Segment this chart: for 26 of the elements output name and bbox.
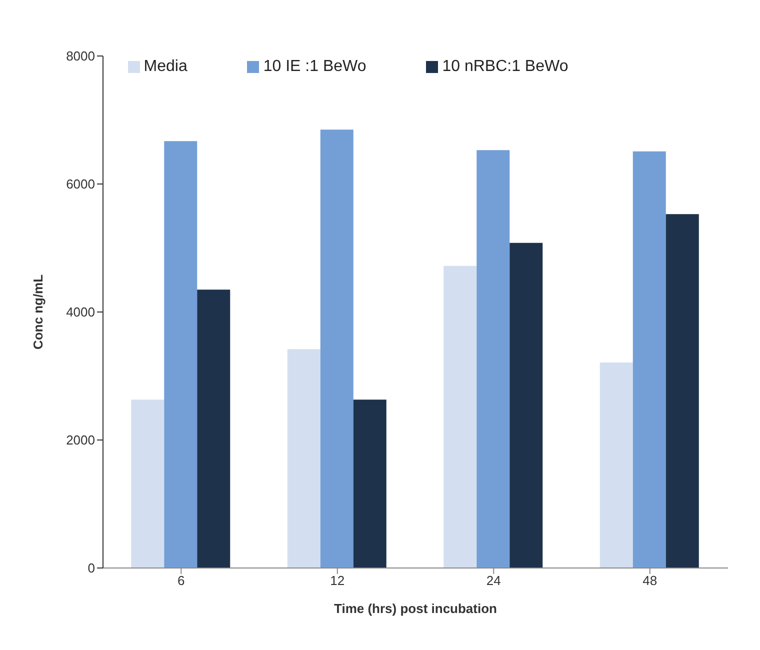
bar (164, 141, 198, 568)
y-tick-label: 2000 (66, 432, 95, 448)
legend-label: 10 nRBC:1 BeWo (442, 58, 568, 75)
bar (632, 151, 666, 568)
y-tick-label: 6000 (66, 176, 95, 192)
bar (131, 400, 164, 568)
y-axis-title: Conc ng/mL (30, 274, 46, 350)
bar (600, 362, 633, 568)
y-tick-label: 0 (88, 560, 95, 576)
bar (444, 266, 477, 568)
y-tick-label: 8000 (66, 48, 95, 64)
bar (353, 400, 386, 568)
bar (666, 214, 699, 568)
bar (320, 130, 354, 568)
bar (287, 349, 320, 568)
bar (510, 242, 543, 568)
x-tick-label: 48 (642, 573, 658, 588)
x-tick-label: 6 (178, 573, 185, 588)
x-tick-label: 12 (330, 573, 345, 588)
x-axis-title: Time (hrs) post incubation (334, 601, 498, 616)
legend-label: 10 IE :1 BeWo (263, 58, 366, 75)
bar (476, 150, 510, 568)
bar (197, 290, 230, 568)
x-tick-label: 24 (486, 573, 501, 588)
y-tick-label: 4000 (66, 304, 95, 320)
legend-label: Media (144, 58, 188, 75)
